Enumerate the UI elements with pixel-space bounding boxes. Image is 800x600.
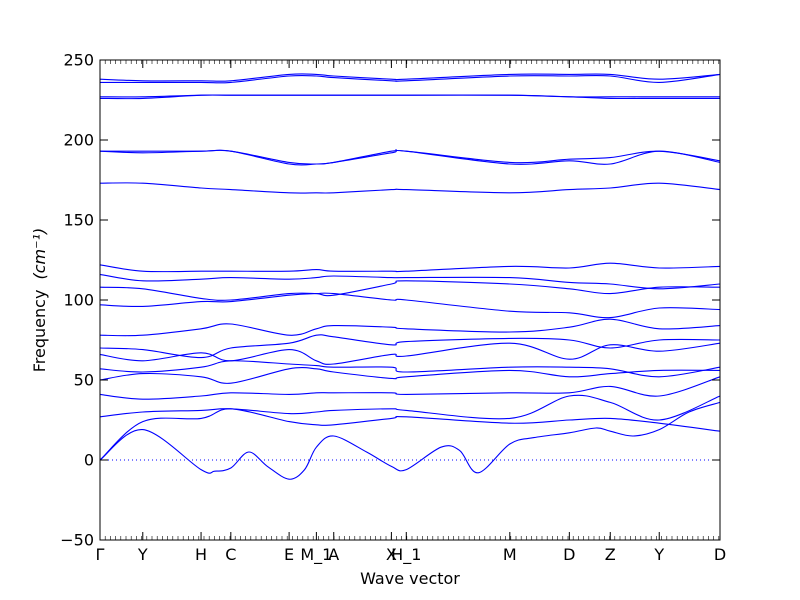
kpoint-label: Y bbox=[653, 545, 664, 564]
plot-area bbox=[99, 59, 721, 541]
minor-ticks bbox=[99, 60, 720, 540]
kpoint-label: A bbox=[328, 545, 339, 564]
kpoint-label: E bbox=[284, 545, 294, 564]
kpoint-label: C bbox=[225, 545, 236, 564]
kpoint-label: Γ bbox=[96, 545, 105, 564]
kpoint-label: X bbox=[386, 545, 397, 564]
band-line bbox=[99, 376, 721, 400]
kpoint-label: Z bbox=[605, 545, 616, 564]
y-tick-label: 0 bbox=[84, 451, 94, 470]
y-tick-label: 200 bbox=[63, 131, 94, 150]
y-tick-label: 50 bbox=[74, 371, 94, 390]
band-line bbox=[99, 149, 721, 165]
band-line bbox=[99, 342, 721, 365]
band-line bbox=[99, 94, 720, 98]
band-line bbox=[99, 273, 721, 290]
y-tick-labels: −50 0 50 100 150 200 250 bbox=[60, 51, 94, 550]
band-line bbox=[99, 394, 721, 421]
band-line bbox=[99, 262, 721, 273]
kpoint-label: D bbox=[563, 545, 575, 564]
y-tick-label: 250 bbox=[63, 51, 94, 70]
kpoint-label: H_1 bbox=[391, 545, 421, 565]
kpoint-label: Y bbox=[137, 545, 148, 564]
y-tick-label: −50 bbox=[60, 531, 94, 550]
kpoint-label: H bbox=[195, 545, 207, 564]
band-line bbox=[99, 408, 721, 461]
kpoint-label: M bbox=[503, 545, 517, 564]
y-tick-label: 150 bbox=[63, 211, 94, 230]
band-line bbox=[99, 367, 721, 384]
band-line bbox=[99, 334, 721, 359]
y-tick-label: 100 bbox=[63, 291, 94, 310]
band-line bbox=[99, 401, 721, 480]
band-line bbox=[99, 292, 721, 319]
band-line bbox=[99, 182, 721, 194]
y-axis-label: Frequency (cm⁻¹) bbox=[30, 228, 49, 372]
plot-frame bbox=[99, 59, 721, 541]
band-line bbox=[99, 360, 721, 378]
band-lines bbox=[99, 73, 721, 480]
y-axis-label-unit: (cm⁻¹) bbox=[30, 228, 49, 280]
kpoint-label: D bbox=[714, 545, 726, 564]
band-line bbox=[99, 318, 721, 337]
x-axis-label: Wave vector bbox=[360, 569, 460, 588]
band-line bbox=[99, 73, 721, 82]
kpoint-label: M_1 bbox=[300, 545, 332, 565]
x-tick-labels: Γ Y H C E M_1A XH_1 M D Z Y D bbox=[96, 545, 727, 565]
y-axis-label-text: Frequency bbox=[30, 290, 49, 373]
band-line bbox=[99, 280, 721, 301]
band-line bbox=[99, 73, 721, 84]
